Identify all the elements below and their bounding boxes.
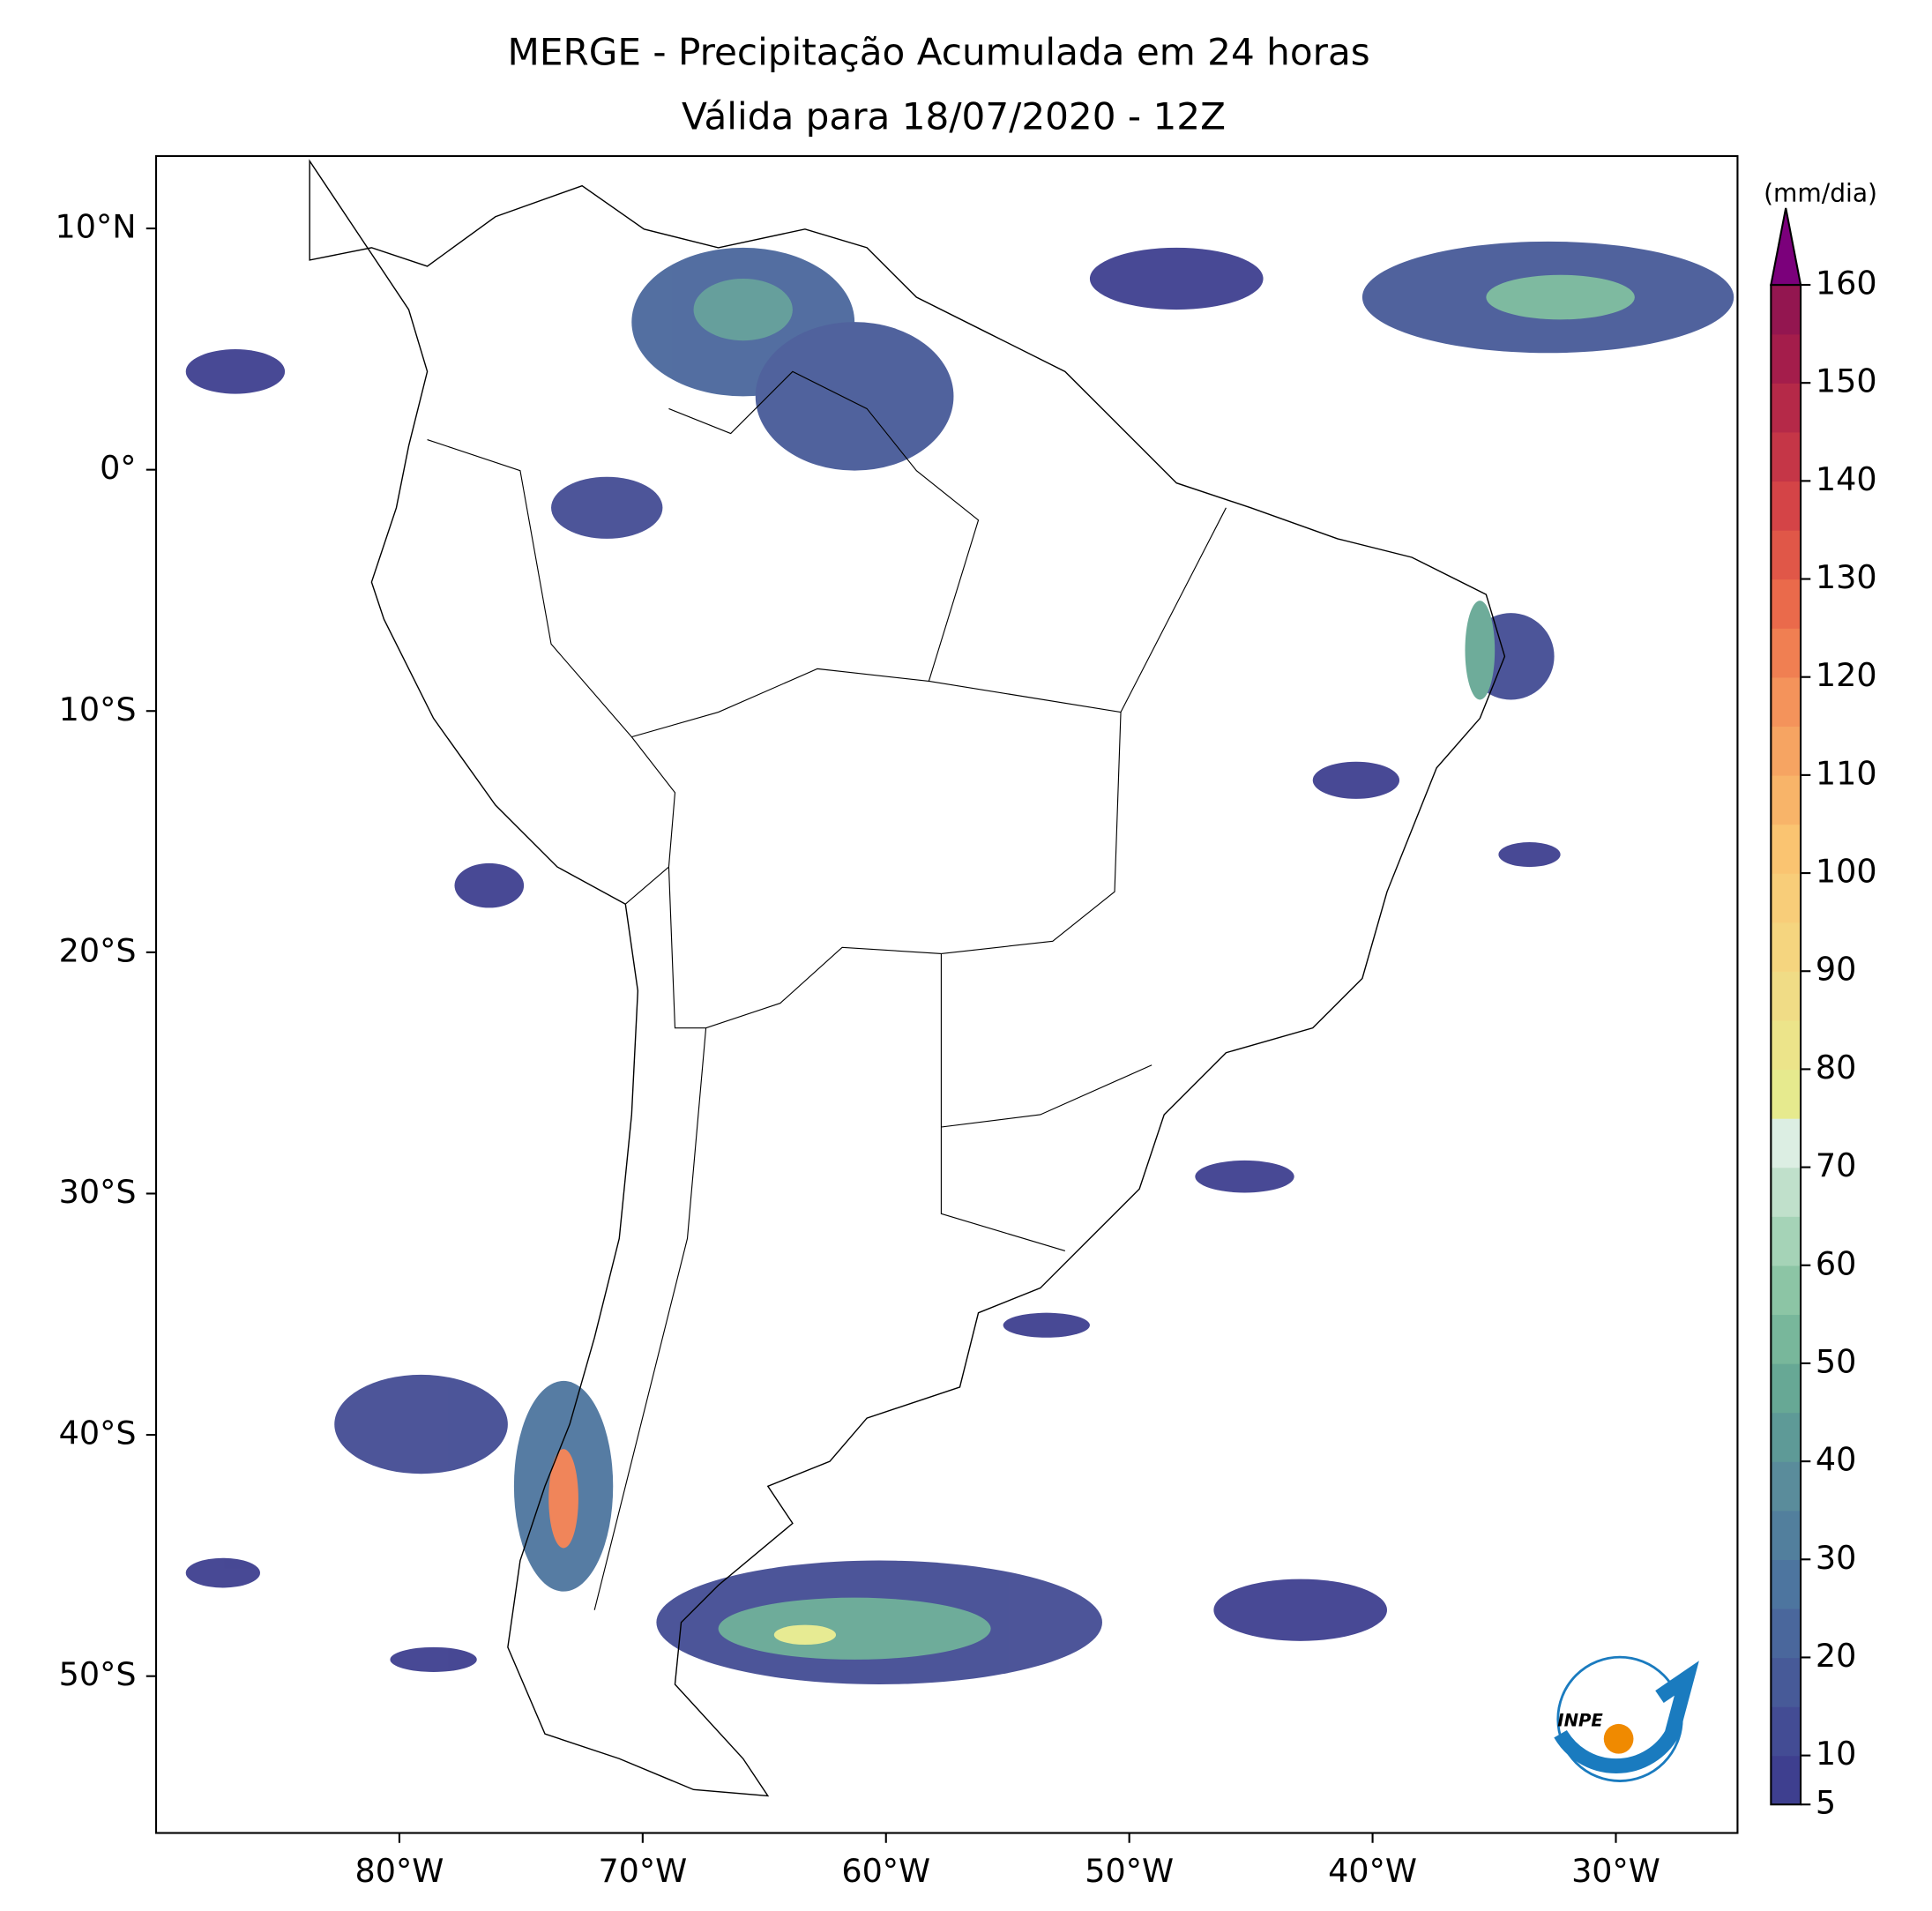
coastline: [309, 159, 1506, 1797]
colorbar-segment: [1771, 285, 1801, 335]
colorbar-tick-label: 70: [1816, 1146, 1856, 1184]
colorbar-tick-label: 50: [1816, 1342, 1856, 1380]
title: MERGE - Precipitação Acumulada em 24 hor…: [507, 30, 1369, 73]
logo-arrow: [1554, 1661, 1699, 1774]
x-tick-label: 40°W: [1328, 1852, 1417, 1890]
rain-area: [1465, 601, 1496, 700]
colorbar-segment: [1771, 1216, 1801, 1266]
colorbar-tick-label: 5: [1816, 1784, 1836, 1822]
colorbar-segment: [1771, 1069, 1801, 1119]
colorbar-tick-label: 160: [1816, 265, 1877, 302]
colorbar-segment: [1771, 431, 1801, 482]
x-tick-label: 80°W: [355, 1852, 444, 1890]
colorbar-segment: [1771, 922, 1801, 972]
colorbar-tick-label: 60: [1816, 1244, 1856, 1282]
colorbar-segment: [1771, 1265, 1801, 1316]
logo: INPE: [1554, 1655, 1699, 1782]
colorbar-tick-label: 110: [1816, 754, 1877, 792]
colorbar-label: (mm/dia): [1764, 178, 1877, 207]
colorbar-segment: [1771, 579, 1801, 629]
colorbar-segment: [1771, 1167, 1801, 1217]
colorbar-segment: [1771, 774, 1801, 825]
colorbar-segment: [1771, 529, 1801, 580]
y-tick-label: 10°N: [56, 208, 137, 246]
colorbar-segment: [1771, 676, 1801, 728]
rain-area: [334, 1374, 508, 1474]
colorbar-segment: [1771, 1362, 1801, 1414]
x-tick-label: 30°W: [1571, 1852, 1660, 1890]
rain-area: [454, 862, 525, 908]
colorbar-tick-label: 10: [1816, 1735, 1856, 1773]
rain-area: [718, 1597, 991, 1660]
colorbar-segment: [1771, 1657, 1801, 1707]
colorbar-segment: [1771, 383, 1801, 433]
colorbar-tick-label: 20: [1816, 1637, 1856, 1675]
colorbar-segment: [1771, 1019, 1801, 1071]
rain-area: [551, 476, 663, 539]
y-tick-label: 30°S: [59, 1173, 137, 1211]
x-tick-label: 60°W: [841, 1852, 930, 1890]
subtitle: Válida para 18/07/2020 - 12Z: [682, 94, 1226, 138]
rain-area: [185, 349, 286, 394]
colorbar-tick-label: 80: [1816, 1049, 1856, 1086]
colorbar-frame: [1770, 283, 1802, 1806]
colorbar-segment: [1771, 1314, 1801, 1364]
colorbar-segment: [1771, 726, 1801, 776]
x-tick-label: 70°W: [598, 1852, 687, 1890]
colorbar-segment: [1771, 1461, 1801, 1512]
rain-area: [755, 322, 954, 471]
rain-area: [185, 1557, 260, 1588]
colorbar-segment: [1771, 1117, 1801, 1168]
rain-area: [1312, 761, 1400, 799]
colorbar-segment: [1771, 1510, 1801, 1560]
colorbar-segment: [1771, 628, 1801, 678]
colorbar-tick-label: 150: [1816, 362, 1877, 400]
y-tick-label: 10°S: [59, 690, 137, 728]
colorbar-segment: [1771, 824, 1801, 874]
rain-area: [390, 1646, 477, 1672]
colorbar-segment: [1771, 873, 1801, 923]
rain-area: [1213, 1579, 1387, 1641]
x-tick-label: 50°W: [1085, 1852, 1174, 1890]
colorbar-tick-label: 100: [1816, 853, 1877, 891]
rain-area: [1003, 1312, 1090, 1338]
rain-area: [548, 1449, 578, 1549]
rain-area: [1486, 274, 1635, 320]
logo-text: INPE: [1557, 1711, 1603, 1731]
colorbar-segment: [1771, 1755, 1801, 1805]
colorbar-tick-label: 40: [1816, 1441, 1856, 1479]
y-tick-label: 0°: [100, 449, 136, 487]
rain-area: [1089, 247, 1264, 310]
colorbar-segment: [1771, 481, 1801, 531]
rain-area: [773, 1624, 837, 1646]
colorbar-tick-label: 140: [1816, 460, 1877, 498]
colorbar-segment: [1771, 1706, 1801, 1757]
colorbar-tick-label: 120: [1816, 656, 1877, 694]
rain-area: [693, 278, 793, 341]
rain-area: [1195, 1160, 1294, 1193]
y-tick-label: 50°S: [59, 1655, 137, 1693]
y-tick-label: 20°S: [59, 931, 137, 969]
rain-area: [1498, 841, 1561, 868]
colorbar-segment: [1771, 971, 1801, 1021]
logo-dot: [1603, 1723, 1634, 1754]
borders: [427, 370, 1227, 1610]
colorbar-tick-label: 30: [1816, 1539, 1856, 1577]
colorbar-tick-label: 130: [1816, 558, 1877, 596]
y-tick-label: 40°S: [59, 1415, 137, 1452]
map-frame: [154, 154, 1739, 1834]
colorbar-segment: [1771, 1608, 1801, 1659]
colorbar-segment: [1771, 1559, 1801, 1609]
colorbar-tick-label: 90: [1816, 951, 1856, 989]
colorbar-segment: [1771, 333, 1801, 384]
precipitation: [185, 241, 1734, 1684]
colorbar-segment: [1771, 1412, 1801, 1462]
